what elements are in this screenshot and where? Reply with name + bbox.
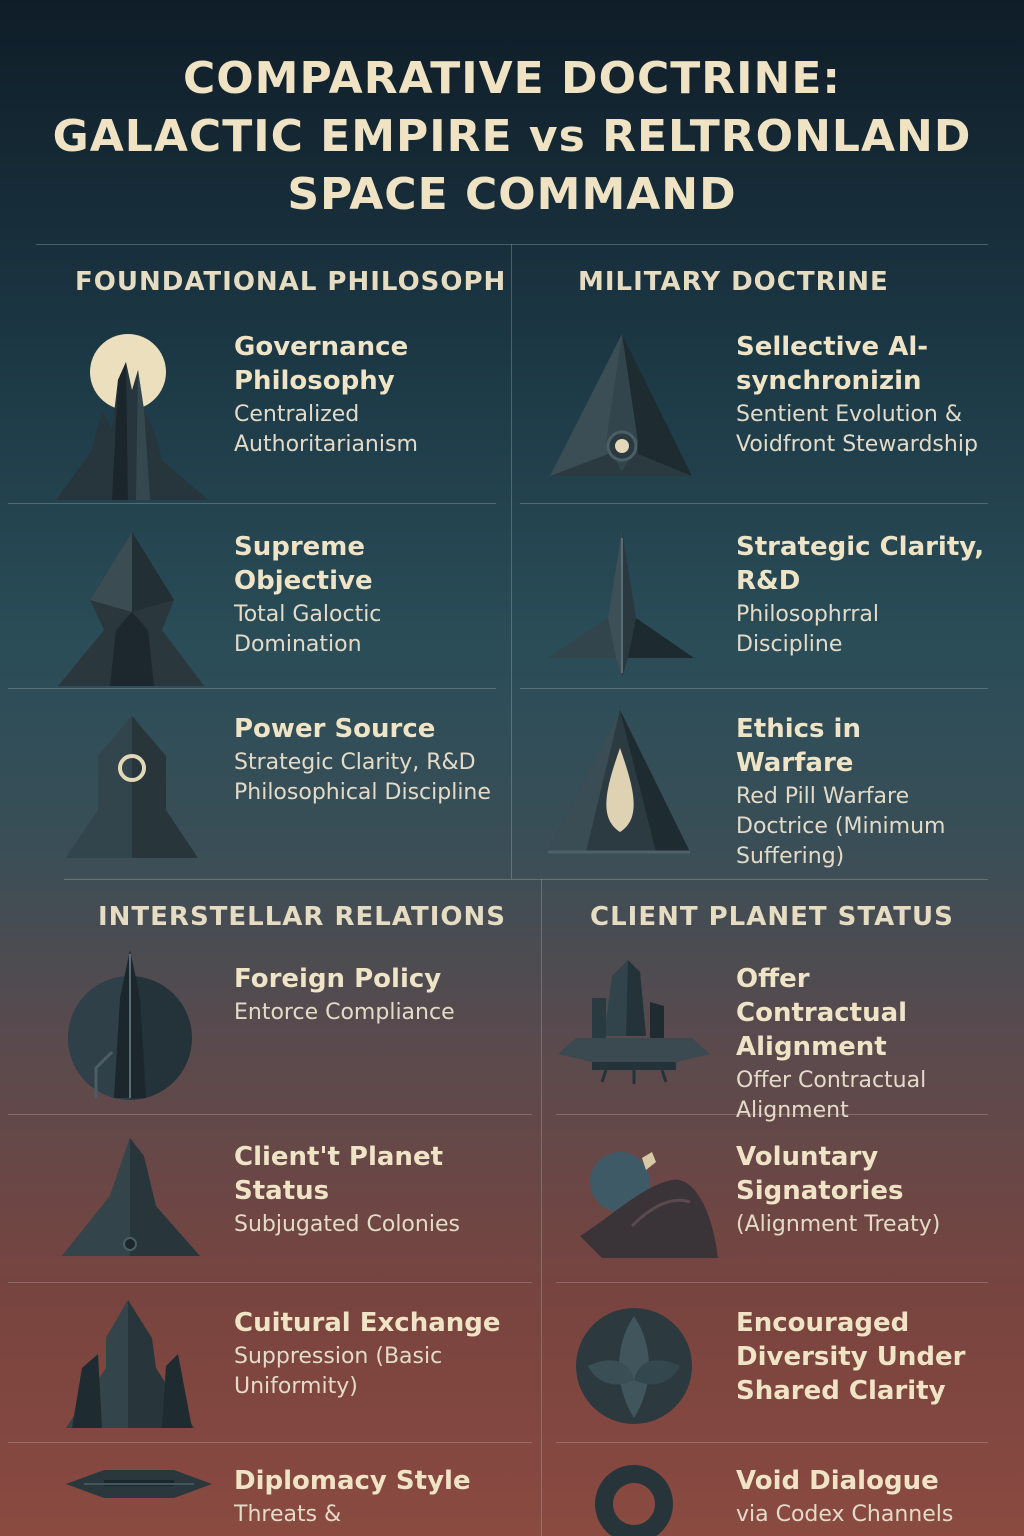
item-strategic-clarity: Strategic Clarity, R&D Philosophrral Dis… bbox=[736, 530, 986, 660]
row-divider bbox=[8, 1114, 532, 1115]
row-divider bbox=[520, 688, 988, 689]
ring-tower-icon bbox=[62, 710, 202, 860]
title-line-1: COMPARATIVE DOCTRINE: bbox=[182, 53, 842, 104]
planet-rock-icon bbox=[572, 1146, 722, 1262]
ring-portal-icon bbox=[592, 1462, 676, 1536]
row-divider bbox=[556, 1442, 988, 1443]
item-title: Foreign Policy bbox=[234, 964, 442, 994]
item-description: Total Galoctic Domination bbox=[234, 602, 382, 657]
triangle-eye-icon bbox=[548, 330, 694, 478]
middle-divider bbox=[64, 879, 988, 880]
item-cultural-exchange: Cuitural Exchange Suppression (Basic Uni… bbox=[234, 1306, 524, 1402]
row-divider bbox=[520, 503, 988, 504]
item-description: Offer Contractual Alignment bbox=[736, 1068, 927, 1123]
item-title: Client't Planet Status bbox=[234, 1142, 444, 1206]
top-divider bbox=[36, 244, 988, 245]
pyramid-tower-icon bbox=[54, 530, 208, 688]
teardrop-pyramid-icon bbox=[546, 708, 692, 854]
item-power-source: Power Source Strategic Clarity, R&D Phil… bbox=[234, 712, 504, 808]
item-description: Threats & bbox=[234, 1502, 342, 1527]
item-description: via Codex Channels bbox=[736, 1502, 954, 1527]
section-heading-interstellar: INTERSTELLAR RELATIONS bbox=[98, 902, 506, 932]
item-description: Entorce Compliance bbox=[234, 1000, 455, 1025]
item-title: Void Dialogue bbox=[736, 1466, 939, 1496]
row-divider bbox=[556, 1114, 988, 1115]
castle-fortress-icon bbox=[62, 1298, 198, 1430]
item-description: Strategic Clarity, R&D Philosophical Dis… bbox=[234, 750, 491, 805]
item-description: Subjugated Colonies bbox=[234, 1212, 460, 1237]
item-description: Sentient Evolution & Voidfront Stewardsh… bbox=[736, 402, 978, 457]
item-title: Sellective Al-synchronizin bbox=[736, 332, 929, 396]
item-ai-synchronization: Sellective Al-synchronizin Sentient Evol… bbox=[736, 330, 986, 460]
item-encouraged-diversity: Encouraged Diversity Under Shared Clarit… bbox=[736, 1306, 972, 1410]
item-foreign-policy: Foreign Policy Entorce Compliance bbox=[234, 962, 524, 1028]
item-voluntary-signatories: Voluntary Signatories (Alignment Treaty) bbox=[736, 1140, 986, 1240]
section-heading-client: CLIENT PLANET STATUS bbox=[590, 902, 954, 932]
title-line-2: GALACTIC EMPIRE vs RELTRONLAND bbox=[52, 111, 972, 162]
item-description: Red Pill Warfare Doctrice (Minimum Suffe… bbox=[736, 784, 946, 869]
item-title: Offer Contractual Alignment bbox=[736, 964, 908, 1062]
item-description: Centralized Authoritarianism bbox=[234, 402, 418, 457]
lower-column-divider bbox=[541, 879, 542, 1536]
item-offer-contractual-alignment: Offer Contractual Alignment Offer Contra… bbox=[736, 962, 986, 1126]
page-title: COMPARATIVE DOCTRINE: GALACTIC EMPIRE vs… bbox=[0, 50, 1024, 224]
dark-spire-ship-icon bbox=[60, 1136, 202, 1260]
item-title: Ethics in Warfare bbox=[736, 714, 861, 778]
item-governance-philosophy: Governance Philosophy Centralized Author… bbox=[234, 330, 504, 460]
row-divider bbox=[556, 1282, 988, 1283]
title-line-3: SPACE COMMAND bbox=[287, 169, 737, 220]
section-heading-military: MILITARY DOCTRINE bbox=[578, 267, 889, 297]
row-divider bbox=[8, 688, 496, 689]
upper-column-divider bbox=[511, 244, 512, 879]
sphere-spire-icon bbox=[66, 948, 196, 1104]
item-description: Philosophrral Discipline bbox=[736, 602, 880, 657]
item-title: Strategic Clarity, R&D bbox=[736, 532, 985, 596]
row-divider bbox=[8, 1282, 532, 1283]
flat-cruiser-icon bbox=[64, 1462, 214, 1512]
leaf-sphere-icon bbox=[574, 1306, 696, 1428]
item-void-dialogue: Void Dialogue via Codex Channels bbox=[736, 1464, 996, 1530]
item-title: Supreme Objective bbox=[234, 532, 373, 596]
item-description: (Alignment Treaty) bbox=[736, 1212, 941, 1237]
row-divider bbox=[8, 503, 496, 504]
item-supreme-objective: Supreme Objective Total Galoctic Dominat… bbox=[234, 530, 504, 660]
item-client-planet-status: Client't Planet Status Subjugated Coloni… bbox=[234, 1140, 530, 1240]
section-heading-foundational: FOUNDATIONAL PHILOSOPH bbox=[75, 267, 507, 297]
item-title: Voluntary Signatories bbox=[736, 1142, 904, 1206]
item-title: Power Source bbox=[234, 714, 436, 744]
item-diplomacy-style: Diplomacy Style Threats & bbox=[234, 1464, 524, 1530]
star-fighter-icon bbox=[546, 528, 696, 680]
floating-city-icon bbox=[556, 958, 712, 1086]
item-title: Diplomacy Style bbox=[234, 1466, 471, 1496]
moonlit-spire-icon bbox=[52, 330, 212, 502]
row-divider bbox=[8, 1442, 532, 1443]
item-description: Suppression (Basic Uniformity) bbox=[234, 1344, 443, 1399]
item-title: Cuitural Exchange bbox=[234, 1308, 501, 1338]
item-title: Governance Philosophy bbox=[234, 332, 409, 396]
item-ethics-in-warfare: Ethics in Warfare Red Pill Warfare Doctr… bbox=[736, 712, 986, 872]
item-title: Encouraged Diversity Under Shared Clarit… bbox=[736, 1308, 966, 1406]
